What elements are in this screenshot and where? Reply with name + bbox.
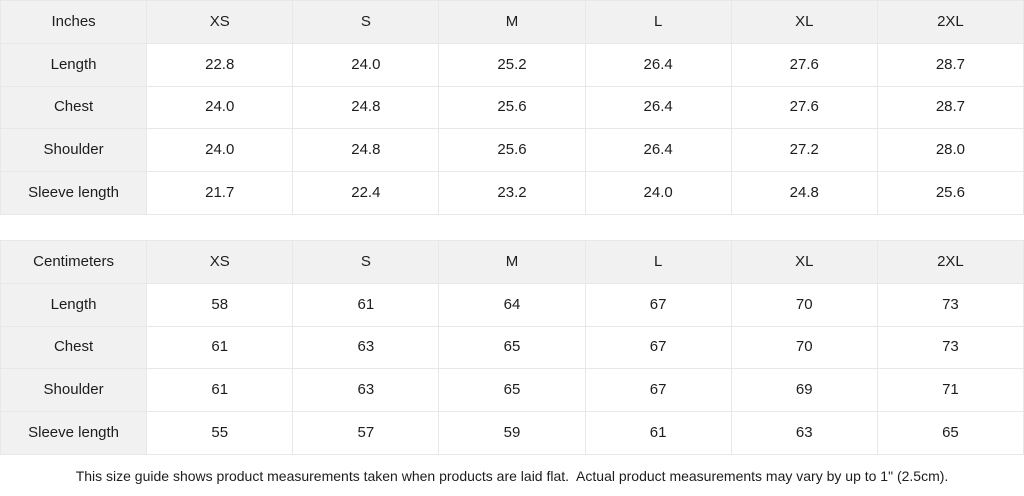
measurement-cell: 63: [730, 411, 878, 455]
size-header-cell: XL: [730, 240, 878, 284]
measurement-cell: 24.0: [584, 171, 732, 215]
measurement-cell: 25.2: [438, 42, 586, 87]
size-header-cell: S: [292, 240, 440, 284]
table-gap: [0, 215, 1024, 240]
measurement-cell: 61: [146, 325, 294, 370]
measurement-cell: 65: [438, 325, 586, 370]
measurement-cell: 27.6: [730, 42, 878, 87]
table-row: Sleeve length 21.7 22.4 23.2 24.0 24.8 2…: [0, 171, 1024, 215]
size-header-cell: L: [584, 0, 732, 44]
size-header-cell: XS: [146, 240, 294, 284]
unit-header-cell: Inches: [0, 0, 148, 44]
measurement-cell: 24.0: [292, 42, 440, 87]
measurement-cell: 65: [438, 368, 586, 413]
measurement-cell: 61: [292, 282, 440, 327]
measurement-cell: 27.6: [730, 85, 878, 130]
measurement-cell: 21.7: [146, 171, 294, 215]
measurement-cell: 23.2: [438, 171, 586, 215]
measurement-cell: 24.8: [730, 171, 878, 215]
measurement-cell: 22.8: [146, 42, 294, 87]
size-table-centimeters: Centimeters XS S M L XL 2XL Length 58 61…: [0, 240, 1024, 455]
table-row: Chest 24.0 24.8 25.6 26.4 27.6 28.7: [0, 85, 1024, 130]
size-header-cell: XS: [146, 0, 294, 44]
measurement-cell: 25.6: [876, 171, 1024, 215]
measurement-cell: 59: [438, 411, 586, 455]
table-row: Shoulder 24.0 24.8 25.6 26.4 27.2 28.0: [0, 128, 1024, 173]
row-label: Chest: [0, 85, 148, 130]
size-header-cell: L: [584, 240, 732, 284]
measurement-cell: 67: [584, 325, 732, 370]
measurement-cell: 25.6: [438, 85, 586, 130]
measurement-cell: 58: [146, 282, 294, 327]
measurement-cell: 57: [292, 411, 440, 455]
measurement-cell: 24.0: [146, 85, 294, 130]
measurement-cell: 26.4: [584, 42, 732, 87]
measurement-cell: 55: [146, 411, 294, 455]
measurement-cell: 70: [730, 325, 878, 370]
table-row: Length 58 61 64 67 70 73: [0, 282, 1024, 327]
measurement-cell: 70: [730, 282, 878, 327]
size-header-cell: M: [438, 0, 586, 44]
measurement-cell: 61: [584, 411, 732, 455]
header-row: Inches XS S M L XL 2XL: [0, 0, 1024, 44]
row-label: Shoulder: [0, 368, 148, 413]
measurement-cell: 61: [146, 368, 294, 413]
measurement-cell: 63: [292, 325, 440, 370]
measurement-cell: 69: [730, 368, 878, 413]
measurement-cell: 63: [292, 368, 440, 413]
row-label: Sleeve length: [0, 411, 148, 455]
row-label: Sleeve length: [0, 171, 148, 215]
measurement-cell: 64: [438, 282, 586, 327]
header-row: Centimeters XS S M L XL 2XL: [0, 240, 1024, 284]
size-header-cell: 2XL: [876, 240, 1024, 284]
size-guide-disclaimer: This size guide shows product measuremen…: [0, 455, 1024, 496]
measurement-cell: 28.7: [876, 85, 1024, 130]
measurement-cell: 67: [584, 282, 732, 327]
row-label: Length: [0, 42, 148, 87]
measurement-cell: 73: [876, 282, 1024, 327]
size-header-cell: M: [438, 240, 586, 284]
measurement-cell: 22.4: [292, 171, 440, 215]
table-row: Chest 61 63 65 67 70 73: [0, 325, 1024, 370]
size-table-inches: Inches XS S M L XL 2XL Length 22.8 24.0 …: [0, 0, 1024, 215]
measurement-cell: 26.4: [584, 128, 732, 173]
measurement-cell: 24.8: [292, 128, 440, 173]
measurement-cell: 71: [876, 368, 1024, 413]
measurement-cell: 25.6: [438, 128, 586, 173]
measurement-cell: 65: [876, 411, 1024, 455]
measurement-cell: 24.0: [146, 128, 294, 173]
table-row: Sleeve length 55 57 59 61 63 65: [0, 411, 1024, 455]
size-header-cell: 2XL: [876, 0, 1024, 44]
table-row: Shoulder 61 63 65 67 69 71: [0, 368, 1024, 413]
table-row: Length 22.8 24.0 25.2 26.4 27.6 28.7: [0, 42, 1024, 87]
measurement-cell: 28.0: [876, 128, 1024, 173]
measurement-cell: 28.7: [876, 42, 1024, 87]
measurement-cell: 67: [584, 368, 732, 413]
measurement-cell: 24.8: [292, 85, 440, 130]
unit-header-cell: Centimeters: [0, 240, 148, 284]
row-label: Shoulder: [0, 128, 148, 173]
measurement-cell: 73: [876, 325, 1024, 370]
row-label: Chest: [0, 325, 148, 370]
row-label: Length: [0, 282, 148, 327]
size-header-cell: S: [292, 0, 440, 44]
measurement-cell: 26.4: [584, 85, 732, 130]
size-header-cell: XL: [730, 0, 878, 44]
measurement-cell: 27.2: [730, 128, 878, 173]
